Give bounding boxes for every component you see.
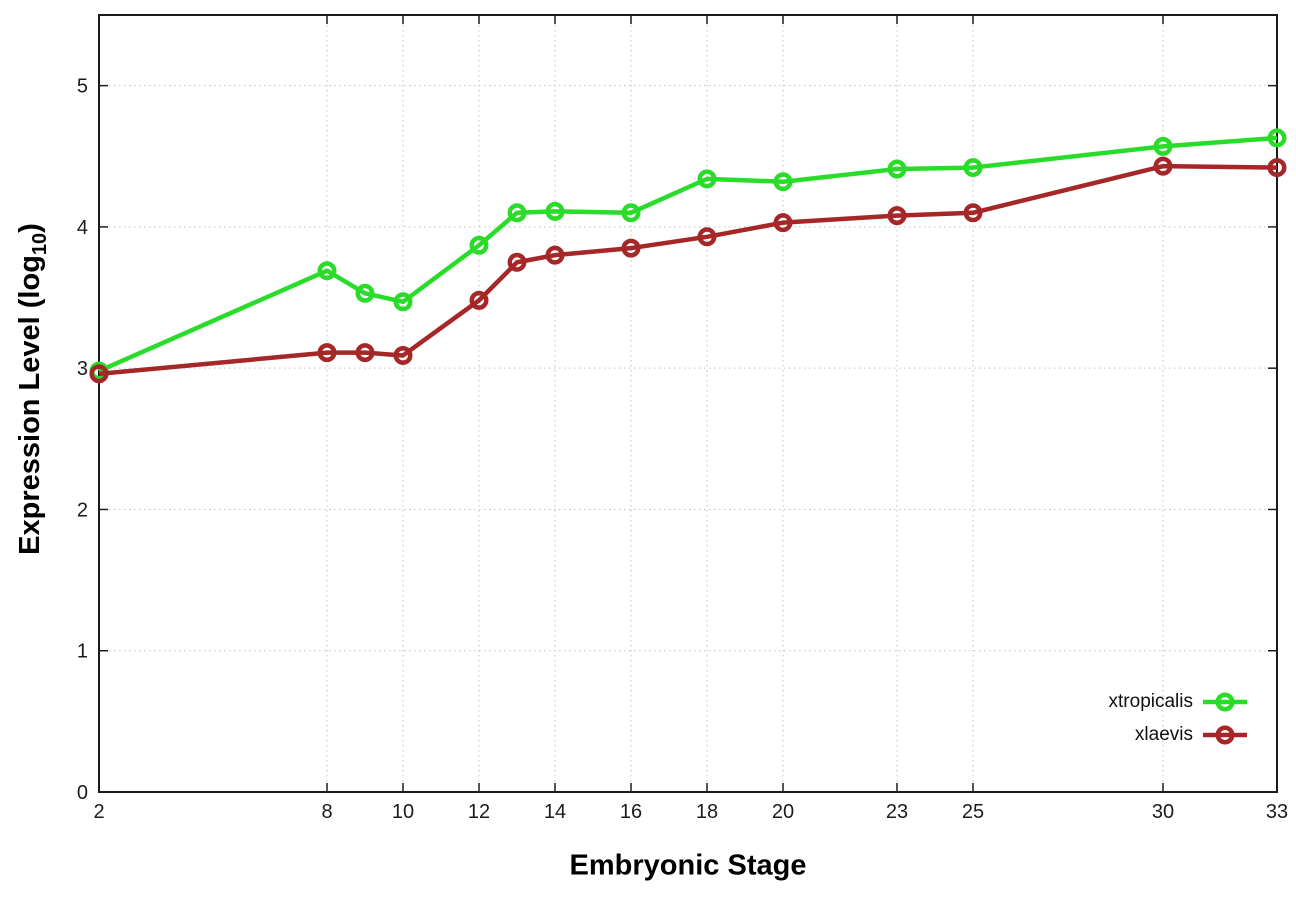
data-point-xlaevis — [89, 364, 109, 384]
y-tick-label: 1 — [77, 641, 88, 663]
legend: xtropicalis xlaevis — [1109, 685, 1248, 751]
data-point-xtropicalis — [1153, 136, 1173, 156]
data-point-xtropicalis — [621, 203, 641, 223]
data-point-xtropicalis — [1267, 128, 1287, 148]
legend-marker-xtropicalis — [1203, 692, 1247, 711]
gridlines — [99, 15, 1277, 792]
data-point-xlaevis — [621, 238, 641, 258]
plot-border — [98, 14, 1278, 793]
y-axis-title-text: Expression Level (log — [14, 255, 47, 555]
legend-label-xlaevis: xlaevis — [1134, 723, 1193, 745]
data-point-xlaevis — [1153, 156, 1173, 176]
y-axis-title-subscript: 10 — [28, 232, 51, 256]
data-point-xlaevis — [355, 343, 375, 363]
legend-label-xtropicalis: xtropicalis — [1108, 690, 1193, 712]
series-line-xlaevis — [98, 163, 1278, 377]
y-tick-label: 4 — [77, 217, 88, 239]
series-xtropicalis — [89, 128, 1287, 381]
data-point-xlaevis — [469, 290, 489, 310]
legend-item-xlaevis: xlaevis — [1109, 718, 1248, 751]
y-tick-label: 0 — [77, 782, 88, 804]
x-tick-label: 10 — [392, 801, 414, 823]
legend-marker-xlaevis — [1203, 725, 1247, 744]
data-point-xtropicalis — [773, 172, 793, 192]
x-tick-label: 12 — [468, 801, 490, 823]
data-point-xlaevis — [887, 206, 907, 226]
data-point-xtropicalis — [963, 158, 983, 178]
data-point-xtropicalis — [887, 159, 907, 179]
data-point-xtropicalis — [355, 283, 375, 303]
data-point-xlaevis — [773, 213, 793, 233]
x-tick-label: 20 — [772, 801, 794, 823]
data-point-xtropicalis — [469, 235, 489, 255]
y-tick-label: 3 — [77, 358, 88, 380]
x-tick-label: 23 — [886, 801, 908, 823]
data-point-xlaevis — [507, 252, 527, 272]
x-tick-label: 33 — [1266, 801, 1288, 823]
tick-marks — [98, 15, 1278, 793]
data-point-xlaevis — [1267, 158, 1287, 178]
x-tick-labels: 2 8 10 12 14 16 18 20 23 25 30 33 — [93, 801, 1288, 823]
series-line-xtropicalis — [98, 135, 1278, 374]
y-tick-labels: 0 1 2 3 4 5 — [77, 76, 88, 804]
y-axis-title-close: ) — [14, 223, 47, 233]
data-point-xtropicalis — [507, 203, 527, 223]
x-tick-label: 18 — [696, 801, 718, 823]
data-point-xlaevis — [697, 227, 717, 247]
data-point-xtropicalis — [545, 201, 565, 221]
x-tick-label: 30 — [1152, 801, 1174, 823]
x-tick-label: 14 — [544, 801, 566, 823]
data-point-xtropicalis — [317, 261, 337, 281]
data-point-xlaevis — [545, 245, 565, 265]
y-tick-label: 2 — [77, 499, 88, 521]
data-point-xlaevis — [393, 345, 413, 365]
x-tick-label: 25 — [962, 801, 984, 823]
x-axis-title: Embryonic Stage — [569, 849, 807, 882]
data-point-xtropicalis — [697, 169, 717, 189]
data-point-xtropicalis — [393, 292, 413, 312]
y-tick-label: 5 — [77, 76, 88, 98]
x-tick-label: 2 — [93, 801, 104, 823]
series-xlaevis — [89, 156, 1287, 384]
legend-item-xtropicalis: xtropicalis — [1109, 685, 1248, 718]
data-point-xlaevis — [963, 203, 983, 223]
y-axis-title: Expression Level (log10) — [14, 223, 52, 555]
x-tick-label: 8 — [321, 801, 332, 823]
data-point-xlaevis — [317, 343, 337, 363]
x-tick-label: 16 — [620, 801, 642, 823]
